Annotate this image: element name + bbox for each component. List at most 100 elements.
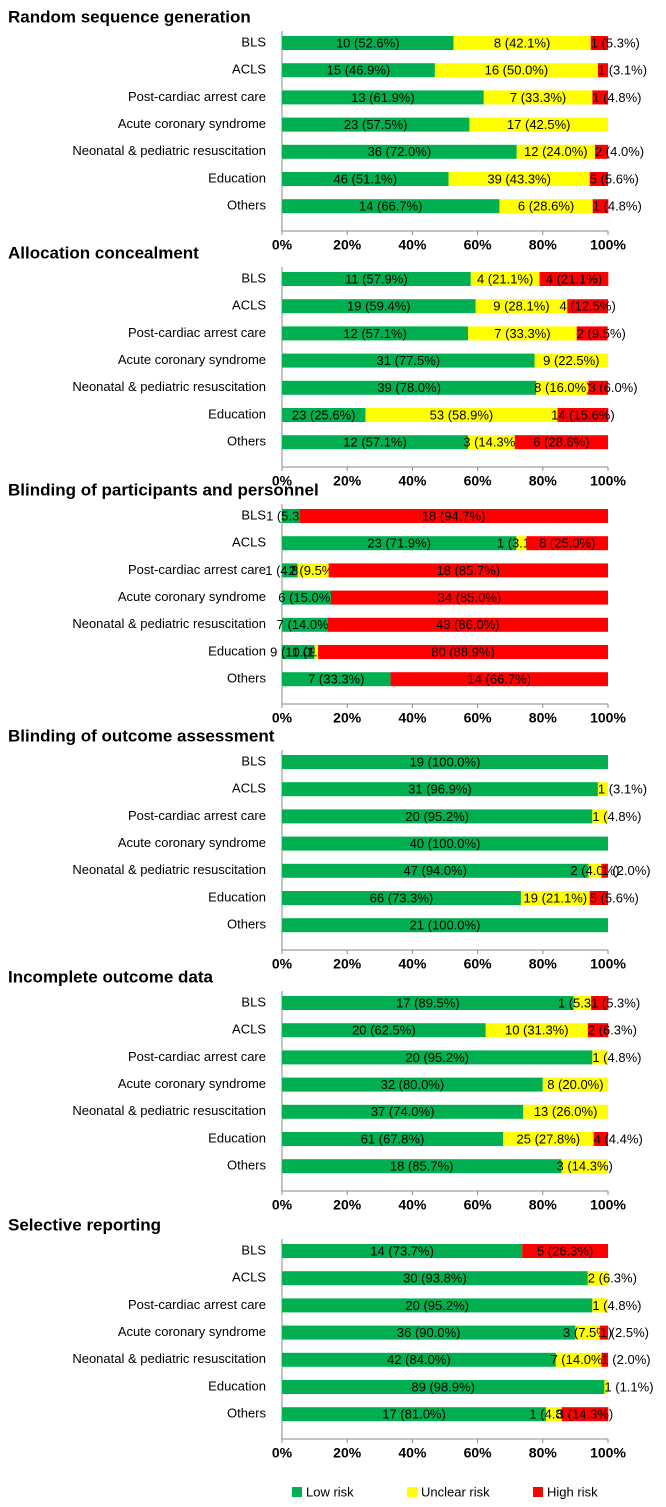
x-tick-label: 60% (464, 1197, 493, 1213)
bar-segment (597, 63, 608, 78)
category-label: Others (227, 917, 267, 932)
data-label: 19 (21.1%) (524, 890, 588, 905)
category-label: Others (227, 198, 267, 213)
data-label: 20 (95.2%) (405, 1050, 469, 1065)
data-label: 6 (28.6%) (533, 435, 589, 450)
bar-segment (282, 1407, 547, 1422)
data-label: 80 (88.9%) (431, 644, 495, 659)
bar-segment (282, 1023, 486, 1038)
bar-segment (282, 272, 471, 286)
bar-segment (475, 299, 568, 314)
bar-segment (499, 199, 593, 214)
data-label: 2 (9.5%) (577, 326, 626, 341)
category-label: Post-cardiac arrest care (128, 808, 266, 823)
data-label: 43 (86.0%) (436, 617, 500, 632)
data-label: 1 (4.8%) (592, 1050, 641, 1065)
x-tick-label: 40% (398, 710, 427, 726)
data-label: 18 (85.7%) (390, 1159, 454, 1174)
category-label: BLS (241, 34, 266, 49)
data-label: 3 (14.3%) (557, 1407, 613, 1422)
data-label: 8 (20.0%) (547, 1077, 603, 1092)
category-label: BLS (241, 994, 266, 1009)
legend-label: High risk (547, 1484, 598, 1499)
x-tick-label: 80% (529, 956, 558, 972)
data-label: 2 (6.3%) (588, 1023, 637, 1038)
category-label: Others (227, 671, 267, 686)
bar-segment (592, 1050, 608, 1065)
data-label: 25 (27.8%) (517, 1131, 581, 1146)
x-tick-label: 80% (529, 710, 558, 726)
data-label: 17 (42.5%) (507, 117, 571, 132)
bar-segment (593, 1132, 608, 1146)
x-tick-label: 100% (590, 1445, 626, 1461)
data-label: 12 (24.0%) (524, 144, 588, 159)
x-tick-label: 40% (398, 956, 427, 972)
category-label: Others (227, 1406, 267, 1421)
bar-segment (282, 380, 537, 395)
category-label: Others (227, 434, 267, 449)
bar-segment (390, 672, 608, 687)
category-label: Acute coronary syndrome (118, 1324, 266, 1339)
x-tick-label: 0% (272, 473, 293, 489)
data-label: 6 (15.0%) (278, 590, 334, 605)
bar-segment (327, 617, 608, 632)
chart-title: Selective reporting (8, 1215, 161, 1234)
x-tick-label: 100% (590, 1197, 626, 1213)
bar-segment (282, 1077, 543, 1092)
bar-segment (282, 299, 476, 314)
x-tick-label: 80% (529, 1197, 558, 1213)
bar-segment (557, 408, 609, 422)
bar-segment (601, 863, 608, 878)
bar-segment (592, 1298, 608, 1313)
data-label: 37 (74.0%) (371, 1104, 435, 1119)
bar-segment (282, 590, 331, 605)
bar-segment (591, 996, 609, 1010)
data-label: 6 (28.6%) (518, 199, 574, 214)
data-label: 3 (14.3%) (463, 435, 519, 450)
legend-label: Unclear risk (421, 1484, 490, 1499)
bar-segment (536, 380, 589, 395)
bar-segment (282, 1325, 576, 1340)
bar-segment (282, 1159, 562, 1174)
x-tick-label: 20% (333, 1197, 362, 1213)
category-label: BLS (241, 270, 266, 285)
data-label: 2 (6.3%) (588, 1271, 637, 1286)
data-label: 7 (14.0%) (277, 617, 333, 632)
bar-segment (453, 36, 591, 50)
bar-segment (282, 36, 454, 50)
data-label: 1 (1.1%) (604, 1379, 653, 1394)
bar-segment (282, 1352, 556, 1367)
category-label: Others (227, 1158, 267, 1173)
category-label: BLS (241, 507, 266, 522)
category-label: Acute coronary syndrome (118, 352, 266, 367)
x-tick-label: 100% (590, 710, 626, 726)
data-label: 12 (57.1%) (343, 435, 407, 450)
bar-segment (587, 1271, 609, 1286)
x-tick-label: 40% (398, 1445, 427, 1461)
data-label: 20 (62.5%) (352, 1023, 416, 1038)
data-label: 1 (2.0%) (601, 1352, 650, 1367)
category-label: Education (208, 889, 266, 904)
bar-segment (282, 117, 470, 132)
data-label: 1 (2.0%) (601, 863, 650, 878)
x-tick-label: 20% (333, 956, 362, 972)
bar-segment (470, 272, 540, 286)
bar-segment (328, 563, 608, 578)
x-tick-label: 80% (529, 473, 558, 489)
data-label: 17 (89.5%) (396, 995, 460, 1010)
bar-segment (468, 326, 577, 341)
chart-title: Incomplete outcome data (8, 967, 214, 986)
category-label: Education (208, 170, 266, 185)
bar-segment (573, 996, 592, 1010)
bar-segment (546, 1407, 562, 1422)
bar-segment (483, 90, 593, 105)
bar-segment (282, 1050, 593, 1065)
bar-segment (594, 144, 608, 159)
category-label: BLS (241, 1242, 266, 1257)
bar-segment (330, 590, 608, 605)
category-label: Acute coronary syndrome (118, 1076, 266, 1091)
bar-segment (561, 1407, 609, 1422)
bar-segment (282, 563, 298, 578)
category-label: Post-cardiac arrest care (128, 562, 266, 577)
data-label: 5 (26.3%) (537, 1243, 593, 1258)
